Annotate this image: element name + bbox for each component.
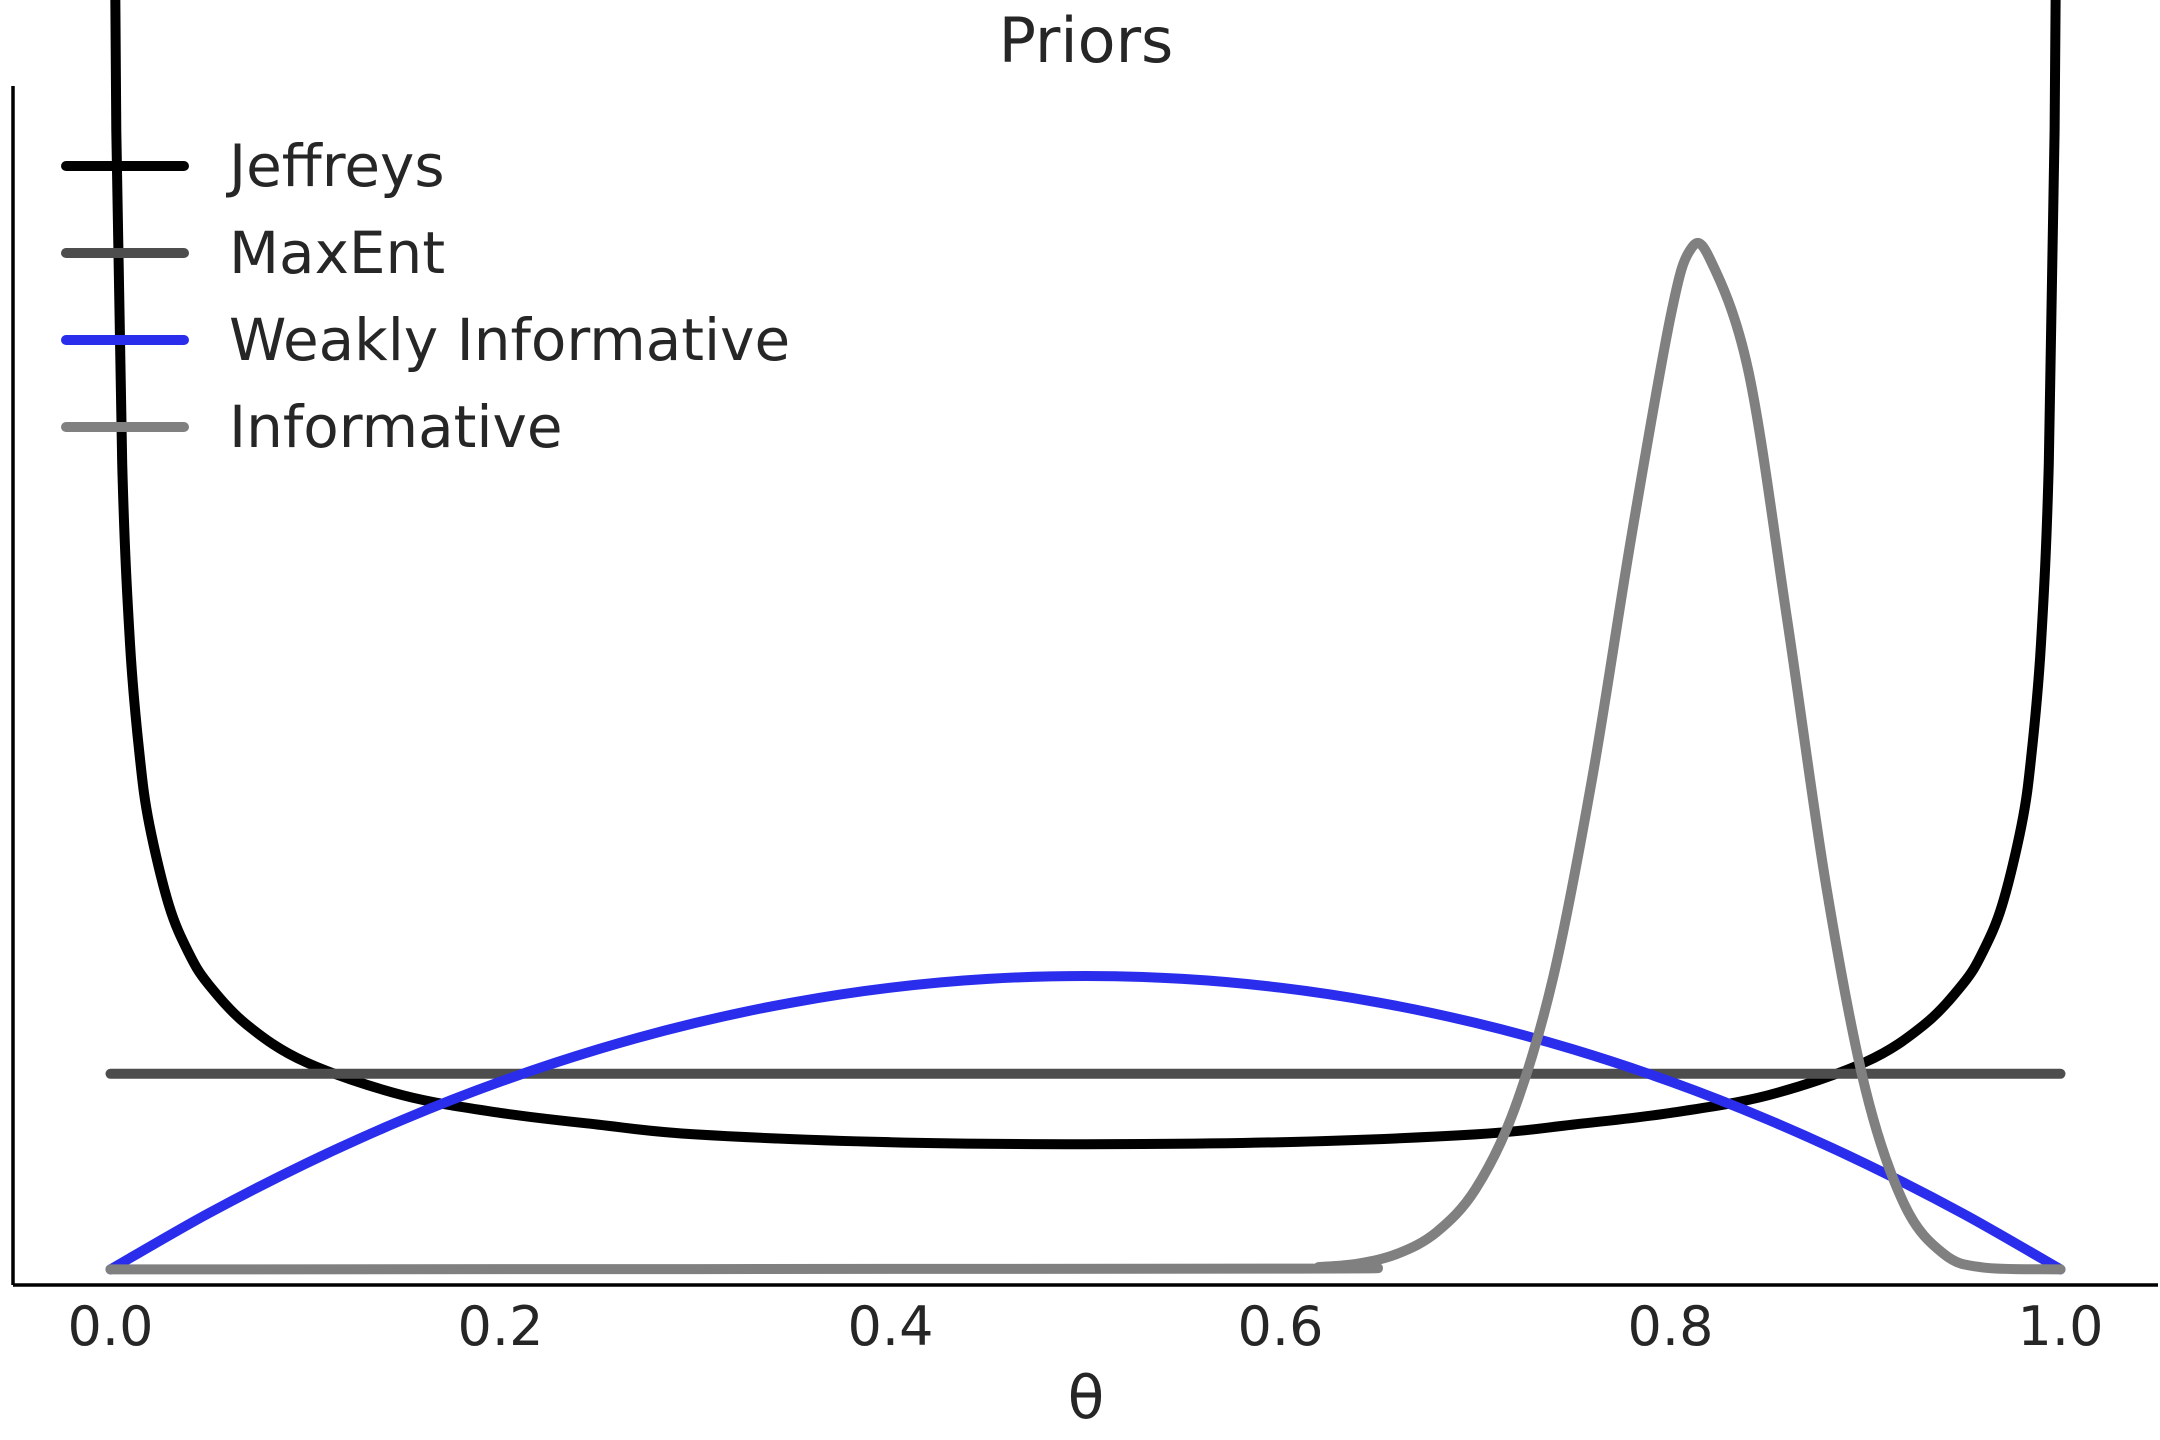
- series-line-informative: [105, 237, 2066, 1275]
- x-axis-label: θ: [1068, 1363, 1105, 1433]
- legend-label-maxent: MaxEnt: [229, 219, 445, 287]
- series-line-jeffreys: [110, 0, 2061, 1150]
- x-tick-label: 0.0: [68, 1295, 154, 1358]
- plot-area: [105, 0, 2066, 1275]
- legend-label-informative: Informative: [229, 393, 563, 461]
- legend-label-weakly-informative: Weakly Informative: [229, 306, 790, 374]
- x-tick-label: 0.6: [1238, 1295, 1324, 1358]
- chart-title: Priors: [999, 4, 1174, 77]
- x-tick-label: 0.4: [848, 1295, 934, 1358]
- x-tick-label: 0.8: [1628, 1295, 1714, 1358]
- series-line-weakly-informative: [105, 971, 2066, 1275]
- legend-label-jeffreys: Jeffreys: [226, 132, 445, 200]
- x-tick-labels: 0.0 0.2 0.4 0.6 0.8 1.0: [68, 1295, 2104, 1358]
- legend: Jeffreys MaxEnt Weakly Informative Informat…: [61, 132, 790, 461]
- x-tick-label: 0.2: [458, 1295, 544, 1358]
- x-tick-label: 1.0: [2018, 1295, 2104, 1358]
